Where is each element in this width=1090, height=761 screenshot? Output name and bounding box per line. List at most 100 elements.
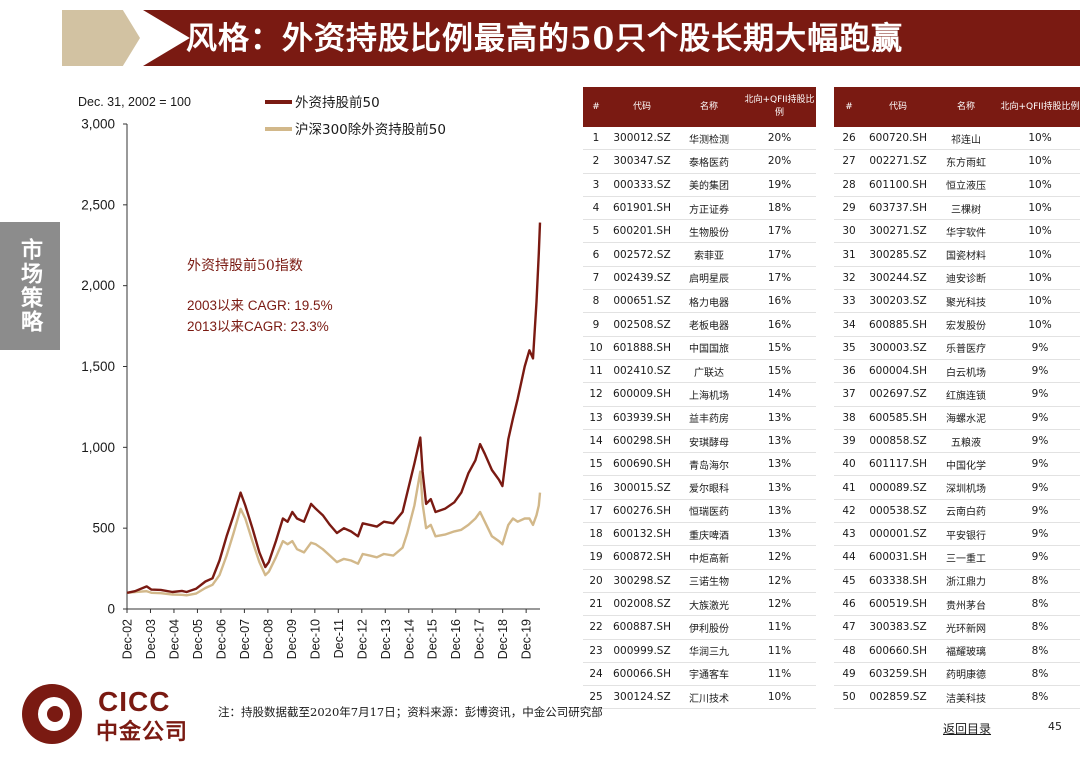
cell-rank: 27 xyxy=(834,149,864,174)
cell-code: 300124.SZ xyxy=(609,685,675,710)
cell-rank: 21 xyxy=(583,592,609,617)
table-row: 14 600298.SH 安琪酵母 13% xyxy=(583,429,816,454)
table-row: 30 300271.SZ 华宇软件 10% xyxy=(834,219,1080,244)
cell-rank: 25 xyxy=(583,685,609,710)
cell-rank: 3 xyxy=(583,173,609,197)
table-row: 8 000651.SZ 格力电器 16% xyxy=(583,289,816,314)
cell-holding-ratio: 9% xyxy=(1000,382,1080,407)
series-line-0 xyxy=(126,222,542,594)
y-tick-label: 1,000 xyxy=(81,440,115,455)
table-row: 50 002859.SZ 洁美科技 8% xyxy=(834,685,1080,710)
page-number: 45 xyxy=(1048,720,1062,733)
cell-name: 聚光科技 xyxy=(932,289,1000,314)
table-row: 49 603259.SH 药明康德 8% xyxy=(834,662,1080,687)
cell-name: 三诺生物 xyxy=(675,569,743,593)
cell-name: 福耀玻璃 xyxy=(932,639,1000,663)
table-row: 24 600066.SH 宇通客车 11% xyxy=(583,662,816,687)
table-row: 2 300347.SZ 泰格医药 20% xyxy=(583,149,816,174)
cell-holding-ratio: 16% xyxy=(743,312,816,337)
cell-name: 重庆啤酒 xyxy=(675,522,743,547)
table-row: 11 002410.SZ 广联达 15% xyxy=(583,359,816,384)
cell-name: 三棵树 xyxy=(932,196,1000,221)
cell-name: 生物股份 xyxy=(675,219,743,244)
cell-name: 白云机场 xyxy=(932,359,1000,384)
cell-rank: 2 xyxy=(583,149,609,174)
cell-holding-ratio: 10% xyxy=(743,685,816,710)
chart-annotation-cagr-2013: 2013以来CAGR: 23.3% xyxy=(187,319,329,334)
cell-rank: 38 xyxy=(834,406,864,430)
table-row: 17 600276.SH 恒瑞医药 13% xyxy=(583,499,816,524)
chart-axes: 0 500 1,000 1,500 2,000 2,500 3,000 Dec-02 Dec-0… xyxy=(81,117,540,659)
cell-holding-ratio: 13% xyxy=(743,452,816,477)
cell-rank: 23 xyxy=(583,639,609,663)
cell-name: 药明康德 xyxy=(932,662,1000,687)
cell-name: 上海机场 xyxy=(675,382,743,407)
cell-code: 300015.SZ xyxy=(609,475,675,500)
table-row: 3 000333.SZ 美的集团 19% xyxy=(583,173,816,197)
cell-code: 300012.SZ xyxy=(609,127,675,151)
cell-rank: 46 xyxy=(834,592,864,617)
table-row: 38 600585.SH 海螺水泥 9% xyxy=(834,406,1080,430)
table-row: 31 300285.SZ 国瓷材料 10% xyxy=(834,242,1080,267)
cell-name: 美的集团 xyxy=(675,173,743,197)
cell-code: 000089.SZ xyxy=(864,475,932,500)
cell-name: 红旗连锁 xyxy=(932,382,1000,407)
x-tick-label: Dec-13 xyxy=(379,619,393,659)
cell-holding-ratio: 8% xyxy=(1000,592,1080,617)
cell-code: 600132.SH xyxy=(609,522,675,547)
cell-rank: 18 xyxy=(583,522,609,547)
cell-holding-ratio: 19% xyxy=(743,173,816,197)
cell-code: 002508.SZ xyxy=(609,312,675,337)
cell-code: 002572.SZ xyxy=(609,242,675,267)
table-row: 46 600519.SH 贵州茅台 8% xyxy=(834,592,1080,617)
cell-holding-ratio: 9% xyxy=(1000,499,1080,524)
cell-code: 600887.SH xyxy=(609,615,675,640)
cell-code: 601901.SH xyxy=(609,196,675,221)
x-tick-label: Dec-09 xyxy=(285,619,299,659)
col-header-rank: # xyxy=(834,87,864,127)
cell-name: 深圳机场 xyxy=(932,475,1000,500)
x-tick-label: Dec-11 xyxy=(332,619,346,658)
cell-holding-ratio: 9% xyxy=(1000,522,1080,547)
cell-code: 300203.SZ xyxy=(864,289,932,314)
cell-name: 宏发股份 xyxy=(932,312,1000,337)
cell-holding-ratio: 20% xyxy=(743,149,816,174)
cell-holding-ratio: 9% xyxy=(1000,452,1080,477)
cell-name: 大族激光 xyxy=(675,592,743,617)
cell-holding-ratio: 9% xyxy=(1000,475,1080,500)
cell-code: 600066.SH xyxy=(609,662,675,687)
y-tick-label: 1,500 xyxy=(81,359,115,374)
cell-code: 000333.SZ xyxy=(609,173,675,197)
cell-holding-ratio: 10% xyxy=(1000,127,1080,151)
cell-rank: 19 xyxy=(583,545,609,570)
table-row: 42 000538.SZ 云南白药 9% xyxy=(834,499,1080,524)
cell-name: 中国化学 xyxy=(932,452,1000,477)
cell-code: 000999.SZ xyxy=(609,639,675,663)
cell-holding-ratio: 11% xyxy=(743,615,816,640)
table-row: 18 600132.SH 重庆啤酒 13% xyxy=(583,522,816,547)
cell-name: 方正证券 xyxy=(675,196,743,221)
cell-rank: 35 xyxy=(834,336,864,360)
cell-code: 600004.SH xyxy=(864,359,932,384)
cell-rank: 8 xyxy=(583,289,609,314)
cell-holding-ratio: 20% xyxy=(743,127,816,151)
cell-code: 600585.SH xyxy=(864,406,932,430)
cell-rank: 22 xyxy=(583,615,609,640)
cell-rank: 44 xyxy=(834,545,864,570)
back-to-contents-link[interactable]: 返回目录 xyxy=(943,722,992,736)
x-tick-label: Dec-05 xyxy=(191,619,205,659)
side-section-tab xyxy=(0,222,60,350)
cell-code: 300298.SZ xyxy=(609,569,675,593)
table-row: 13 603939.SH 益丰药房 13% xyxy=(583,406,816,430)
cell-holding-ratio: 8% xyxy=(1000,615,1080,640)
cell-name: 青岛海尔 xyxy=(675,452,743,477)
cell-name: 华润三九 xyxy=(675,639,743,663)
table-row: 48 600660.SH 福耀玻璃 8% xyxy=(834,639,1080,663)
cell-holding-ratio: 13% xyxy=(743,475,816,500)
cell-holding-ratio: 10% xyxy=(1000,289,1080,314)
title-accent-tab xyxy=(62,10,140,66)
cell-code: 600885.SH xyxy=(864,312,932,337)
table-row: 41 000089.SZ 深圳机场 9% xyxy=(834,475,1080,500)
cell-name: 安琪酵母 xyxy=(675,429,743,454)
cell-holding-ratio: 9% xyxy=(1000,406,1080,430)
